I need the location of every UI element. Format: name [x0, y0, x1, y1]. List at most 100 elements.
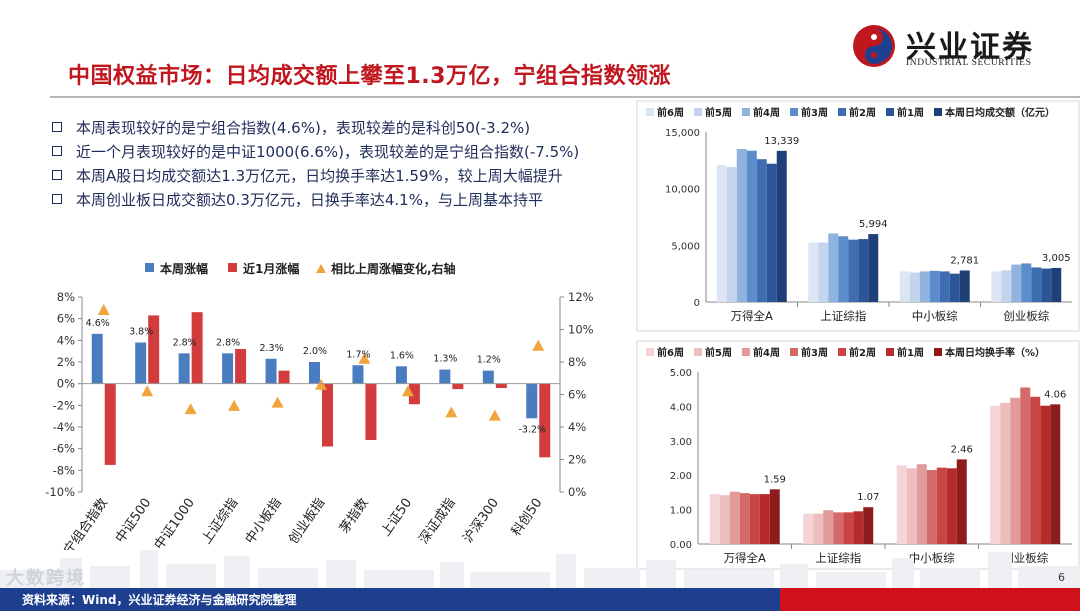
bar [1011, 264, 1022, 302]
legend-label: 前6周 [657, 106, 684, 119]
bar-weekly [135, 342, 147, 384]
y-tick-label: 0.00 [670, 540, 692, 551]
bar-monthly [495, 383, 507, 388]
logo-english-name: INDUSTRIAL SECURITIES [906, 58, 1032, 68]
legend-label: 本周涨幅 [160, 261, 208, 276]
data-label: 4.6% [86, 318, 110, 329]
data-label: -3.2% [518, 424, 546, 435]
legend-label: 前1周 [897, 106, 924, 119]
square-bullet-icon [52, 146, 62, 156]
bar [929, 270, 940, 302]
legend-label: 前2周 [849, 346, 876, 359]
bar [716, 164, 727, 302]
bar [838, 236, 849, 302]
bar [990, 405, 1001, 544]
page-number: 6 [1058, 571, 1065, 584]
footer-accent-bar [780, 588, 1080, 611]
x-tick-label: 上证50 [378, 496, 415, 539]
bar-monthly [278, 370, 290, 384]
data-label: 1.3% [433, 354, 457, 365]
bar [843, 512, 854, 544]
y-tick-label: 2.00 [670, 471, 692, 482]
data-label: 13,339 [764, 136, 799, 147]
bar [756, 159, 767, 302]
legend-label: 相比上周涨幅变化,右轴 [331, 261, 456, 276]
bar [916, 464, 927, 544]
bar-monthly [452, 383, 464, 390]
bar [863, 507, 874, 544]
y-tick-label: -6% [53, 442, 75, 456]
y2-tick-label: 4% [568, 420, 586, 434]
x-tick-label: 茅指数 [337, 496, 372, 537]
bar [1041, 268, 1052, 302]
y2-tick-label: 6% [568, 388, 586, 402]
bar [726, 167, 737, 302]
y2-tick-label: 10% [568, 323, 594, 337]
logo-chinese-name: 兴业证券 [906, 30, 1034, 65]
y2-tick-label: 8% [568, 355, 586, 369]
triangle-marker [532, 339, 545, 351]
bar [828, 233, 839, 302]
square-bullet-icon [52, 170, 62, 180]
bar [729, 491, 740, 544]
legend-swatch-triangle [316, 264, 326, 273]
bar [926, 470, 937, 544]
bar [769, 489, 780, 544]
bar [1021, 263, 1032, 302]
x-tick-label: 创业板综 [1003, 309, 1049, 323]
bar-monthly [365, 383, 377, 440]
square-bullet-icon [52, 194, 62, 204]
triangle-marker [141, 385, 154, 397]
bar-weekly [178, 353, 190, 384]
triangle-marker [271, 396, 284, 408]
bar [746, 150, 757, 302]
chart-frame [636, 340, 1080, 570]
y-tick-label: 6% [57, 312, 75, 326]
legend-swatch [934, 108, 942, 116]
y-tick-label: -4% [53, 420, 75, 434]
bar [833, 512, 844, 544]
bar-monthly [104, 383, 116, 465]
bar [909, 272, 920, 302]
data-label: 1.6% [390, 350, 414, 361]
legend-swatch [790, 108, 798, 116]
y2-tick-label: 0% [568, 485, 586, 499]
bar-monthly [235, 349, 247, 384]
y2-tick-label: 12% [568, 290, 594, 304]
y-tick-label: -8% [53, 463, 75, 477]
bar-monthly [191, 312, 203, 384]
data-label: 3.8% [129, 327, 153, 338]
bar [853, 511, 864, 544]
legend-swatch [742, 348, 750, 356]
chart-frame [636, 100, 1080, 332]
y-tick-label: 1.00 [670, 506, 692, 517]
bar [759, 494, 770, 544]
x-tick-label: 中小板综 [912, 309, 958, 323]
bar [749, 494, 760, 544]
y-tick-label: -10% [45, 485, 75, 499]
page-title: 中国权益市场：日均成交额上攀至1.3万亿，宁组合指数领涨 [68, 64, 671, 89]
x-tick-label: 沪深300 [460, 495, 502, 546]
bar [1040, 405, 1051, 544]
data-label: 1.07 [857, 492, 879, 503]
x-tick-label: 上证综指 [820, 309, 866, 323]
triangle-marker [358, 352, 371, 364]
bar-monthly [322, 383, 333, 447]
bar [1050, 404, 1061, 544]
bar [818, 242, 829, 302]
bar [1031, 267, 1042, 302]
legend-swatch [646, 108, 654, 116]
bar-monthly [148, 315, 160, 384]
data-label: 5,994 [859, 219, 888, 230]
bar [899, 271, 910, 302]
bar [959, 270, 970, 302]
bar [939, 271, 950, 302]
logo-disc-icon [853, 25, 895, 67]
data-label: 2.46 [951, 444, 973, 455]
bar [823, 510, 834, 544]
bar [813, 513, 824, 544]
bar-weekly [526, 383, 538, 419]
bar-monthly [539, 383, 551, 458]
data-label: 1.2% [477, 355, 501, 366]
x-tick-label: 中证500 [113, 496, 154, 546]
